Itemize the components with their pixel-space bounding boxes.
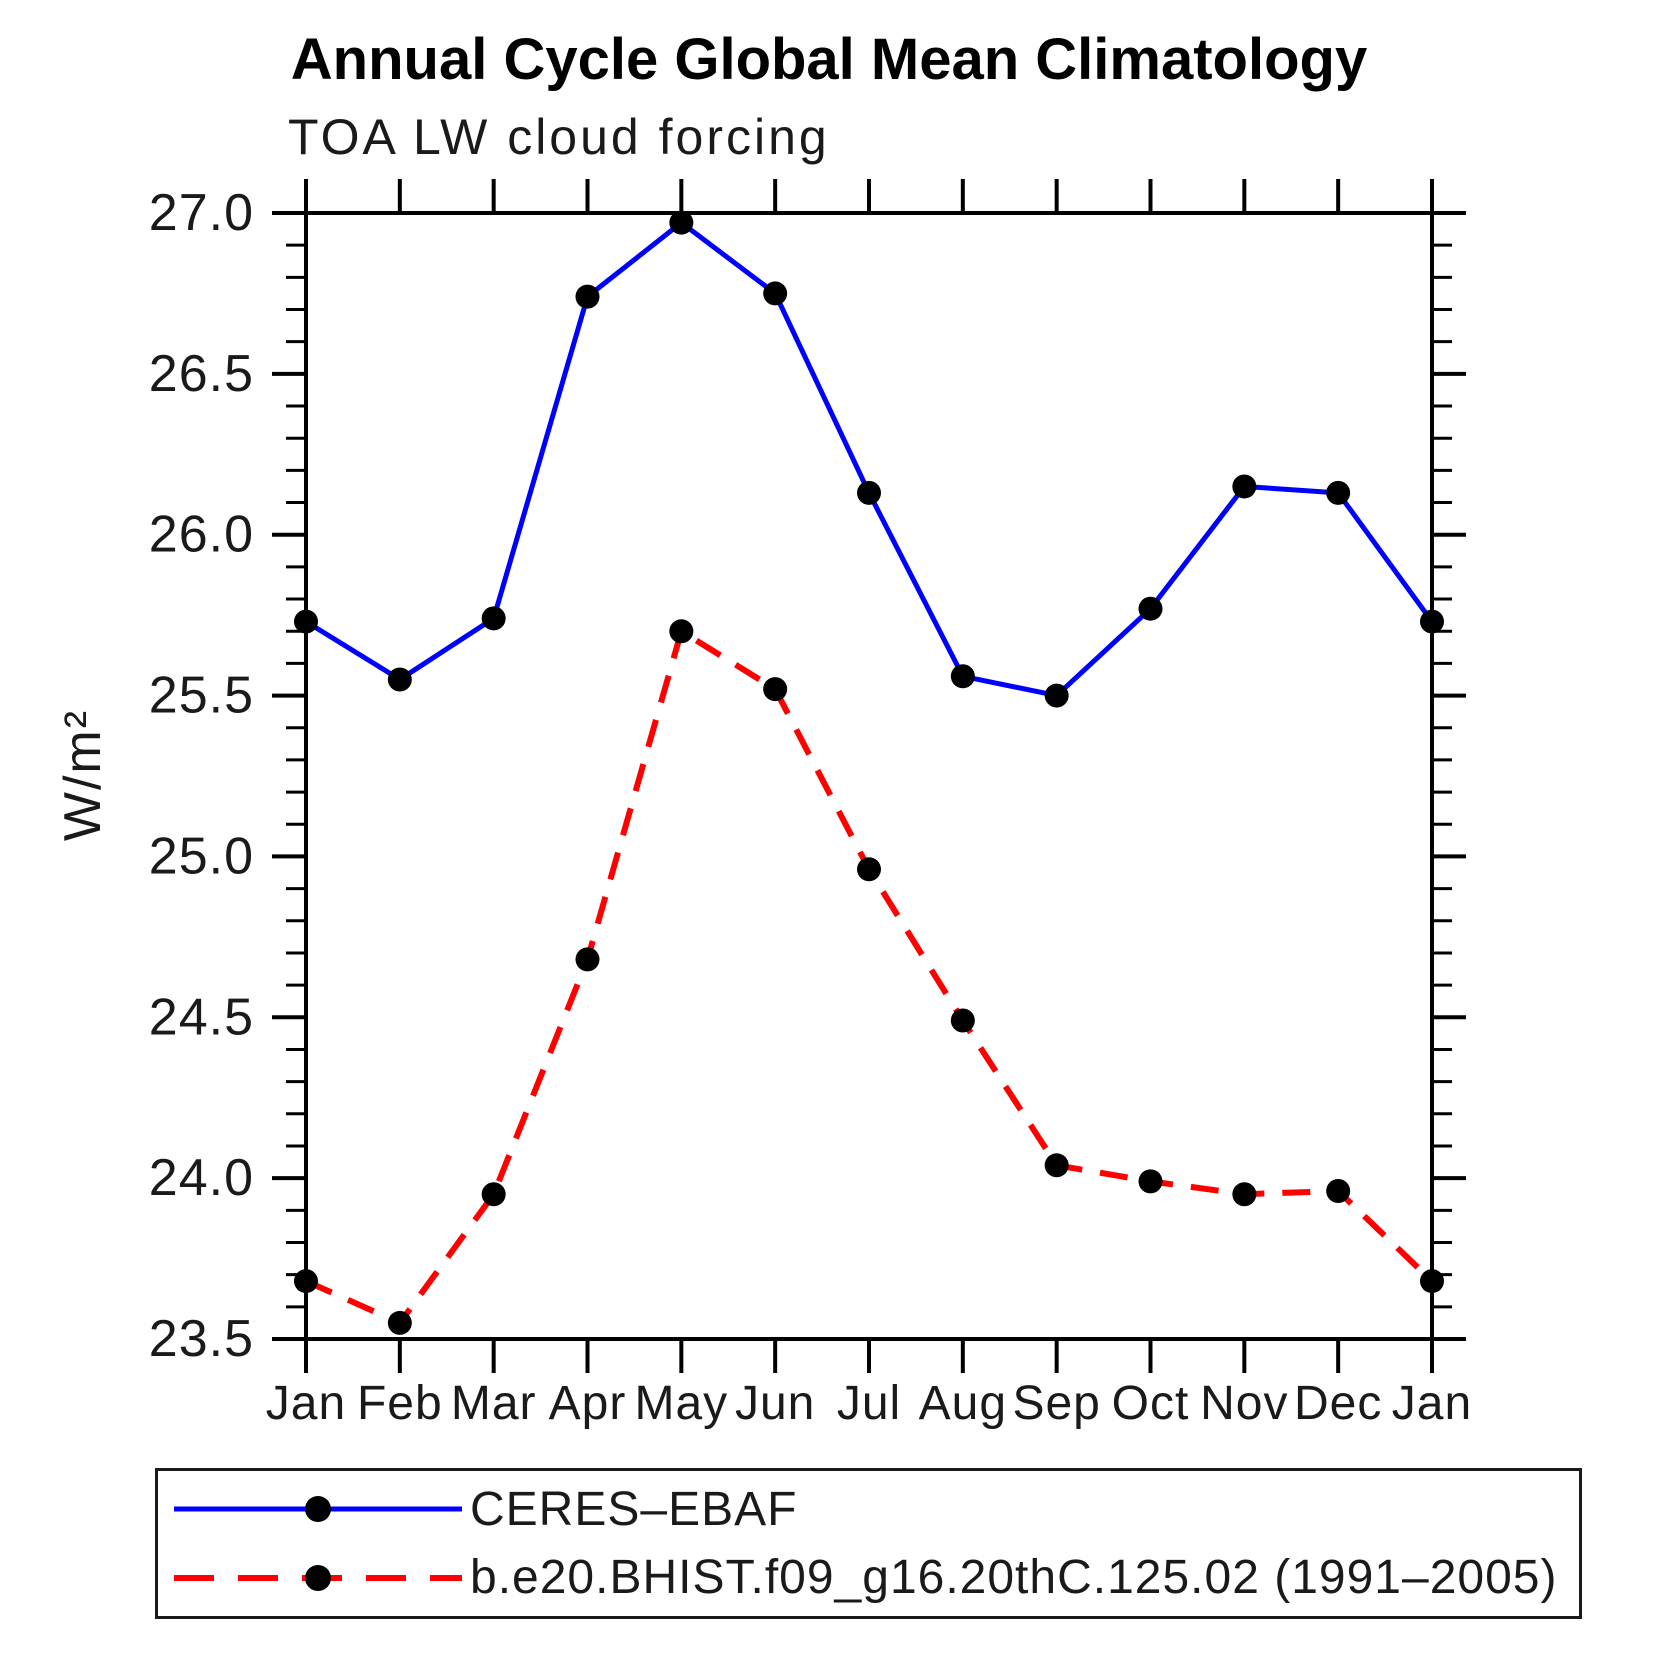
data-point-marker	[1420, 609, 1444, 634]
data-point-marker	[294, 1269, 318, 1294]
series-line-1	[304, 626, 1435, 1327]
legend-marker-dot	[305, 1564, 331, 1591]
legend-line-sample-solid	[174, 1496, 462, 1523]
x-tick-label: Dec	[1294, 1377, 1382, 1430]
data-point-marker	[763, 677, 788, 702]
x-tick-label: Mar	[451, 1377, 537, 1430]
chart-subtitle: TOA LW cloud forcing	[288, 109, 830, 165]
x-tick-label: Oct	[1112, 1377, 1190, 1430]
x-tick-label: Sep	[1012, 1377, 1100, 1430]
data-point-marker	[575, 284, 600, 309]
y-tick-label: 24.5	[149, 988, 254, 1046]
legend-item-model: b.e20.BHIST.f09_g16.20thC.125.02 (1991–2…	[172, 1548, 1579, 1608]
legend-label-ceres: CERES–EBAF	[470, 1482, 798, 1536]
series-layer	[294, 210, 1444, 1335]
data-point-marker	[1232, 474, 1257, 499]
data-point-marker	[857, 480, 881, 505]
x-tick-label: May	[634, 1377, 728, 1430]
y-tick-label: 26.5	[149, 345, 254, 403]
y-tick-label: 24.0	[149, 1149, 254, 1207]
x-tick-label: Feb	[357, 1377, 443, 1430]
y-tick-label: 25.5	[149, 667, 254, 725]
x-tick-label: Jan	[1392, 1377, 1472, 1430]
y-axis-title: W/m²	[54, 709, 112, 841]
y-tick-label: 25.0	[149, 827, 254, 885]
legend-marker-dot	[305, 1496, 331, 1523]
x-tick-label: Jan	[266, 1377, 346, 1430]
data-point-marker	[857, 857, 881, 882]
x-tick-label: Apr	[549, 1377, 627, 1430]
series-line-0	[304, 219, 1435, 699]
data-point-marker	[1232, 1182, 1257, 1207]
data-point-marker	[387, 667, 412, 692]
data-point-marker	[1044, 683, 1069, 708]
x-tick-label: Jul	[837, 1377, 901, 1430]
data-point-marker	[575, 947, 600, 972]
legend-line-sample-dashed	[174, 1564, 462, 1591]
data-point-marker	[387, 1310, 412, 1335]
page-title: Annual Cycle Global Mean Climatology	[290, 27, 1368, 92]
legend-label-model: b.e20.BHIST.f09_g16.20thC.125.02 (1991–2…	[470, 1551, 1558, 1605]
data-point-marker	[950, 664, 975, 689]
data-point-marker	[1326, 480, 1351, 505]
y-tick-label: 23.5	[149, 1310, 254, 1368]
data-point-marker	[1138, 596, 1163, 621]
data-point-marker	[950, 1008, 975, 1033]
y-tick-label: 27.0	[149, 184, 254, 242]
y-tick-label: 26.0	[149, 506, 254, 564]
data-point-marker	[294, 609, 318, 634]
legend-item-ceres: CERES–EBAF	[172, 1479, 1579, 1539]
data-point-marker	[1420, 1269, 1444, 1294]
data-point-marker	[669, 619, 694, 644]
legend: CERES–EBAF b.e20.BHIST.f09_g16.20thC.125…	[155, 1468, 1582, 1619]
data-point-marker	[481, 1182, 506, 1207]
x-tick-label: Nov	[1200, 1377, 1288, 1430]
x-tick-label: Aug	[919, 1377, 1007, 1430]
x-tick-label: Jun	[735, 1377, 815, 1430]
data-point-marker	[1044, 1153, 1069, 1178]
data-point-marker	[481, 606, 506, 631]
data-point-marker	[669, 210, 694, 235]
tick-layer	[272, 179, 1466, 1373]
data-point-marker	[1326, 1179, 1351, 1204]
data-point-marker	[763, 281, 788, 306]
data-point-marker	[1138, 1169, 1163, 1194]
